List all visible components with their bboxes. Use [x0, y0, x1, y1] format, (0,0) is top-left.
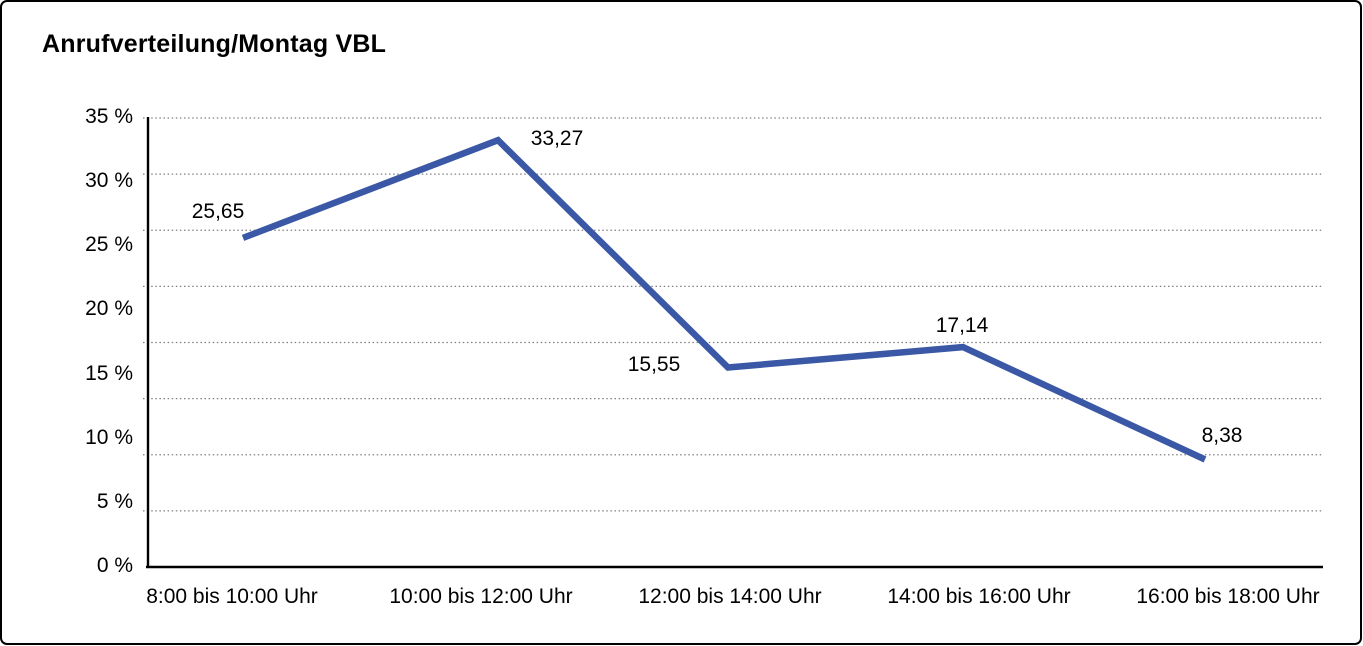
y-tick-label: 10 % — [85, 425, 133, 449]
data-value-label: 8,38 — [1201, 424, 1243, 448]
data-value-label: 15,55 — [627, 352, 681, 376]
x-tick-label: 14:00 bis 16:00 Uhr — [887, 585, 1071, 608]
data-value-label: 17,14 — [935, 314, 989, 338]
data-line — [241, 136, 1207, 463]
y-tick-label: 15 % — [85, 361, 133, 385]
y-tick-label: 20 % — [85, 297, 133, 321]
data-value-label: 33,27 — [530, 127, 584, 151]
x-tick-label: 16:00 bis 18:00 Uhr — [1136, 585, 1320, 608]
data-value-label: 25,65 — [191, 199, 245, 223]
y-tick-label: 5 % — [96, 489, 133, 513]
y-tick-label: 25 % — [85, 233, 133, 257]
x-tick-label: 10:00 bis 12:00 Uhr — [389, 585, 573, 608]
y-tick-label: 35 % — [85, 105, 133, 128]
chart-title: Anrufverteilung/Montag VBL — [42, 30, 387, 58]
x-tick-label: 12:00 bis 14:00 Uhr — [638, 585, 822, 608]
y-tick-label: 30 % — [85, 169, 133, 193]
y-tick-label: 0 % — [96, 554, 133, 577]
x-tick-label: 8:00 bis 10:00 Uhr — [146, 585, 318, 608]
